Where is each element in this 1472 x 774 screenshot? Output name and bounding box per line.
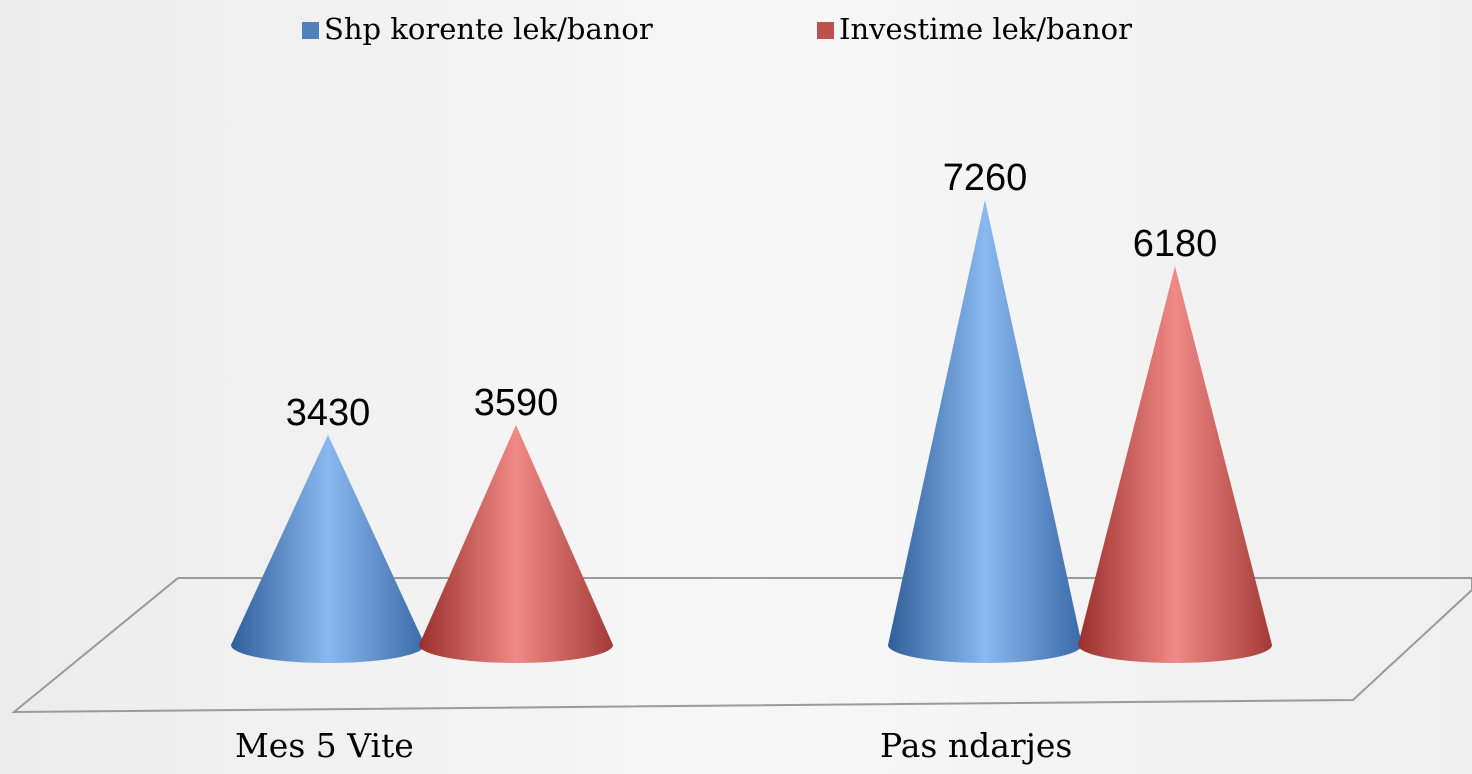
legend-swatch — [817, 22, 834, 39]
legend-label: Shp korente lek/banor — [324, 12, 653, 46]
cone — [231, 434, 425, 663]
cone — [419, 424, 613, 663]
x-tick-label: Pas ndarjes — [880, 726, 1072, 765]
data-label: 6180 — [1133, 223, 1218, 265]
cone — [888, 200, 1082, 663]
data-label: 3430 — [286, 392, 371, 434]
data-label: 3590 — [474, 382, 559, 424]
cone — [1078, 266, 1272, 663]
x-tick-label: Mes 5 Vite — [235, 726, 414, 765]
data-label: 7260 — [943, 157, 1028, 199]
legend-label: Investime lek/banor — [839, 12, 1132, 46]
legend-swatch — [302, 22, 319, 39]
floor — [11, 577, 1472, 714]
